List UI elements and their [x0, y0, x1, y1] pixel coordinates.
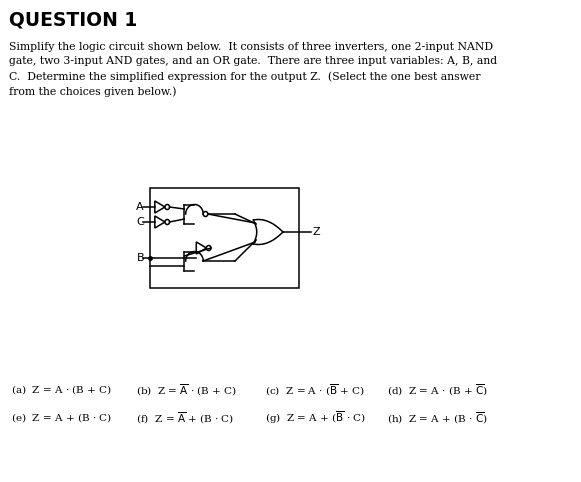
- Text: (a)  Z = A $\cdot$ (B + C): (a) Z = A $\cdot$ (B + C): [11, 384, 112, 397]
- Text: (g)  Z = A + ($\overline{\mathrm{B}}$ $\cdot$ C): (g) Z = A + ($\overline{\mathrm{B}}$ $\c…: [266, 410, 367, 426]
- Text: (b)  Z = $\overline{\mathrm{A}}$ $\cdot$ (B + C): (b) Z = $\overline{\mathrm{A}}$ $\cdot$ …: [137, 382, 238, 398]
- Text: Z: Z: [313, 227, 320, 237]
- Text: B: B: [137, 253, 144, 263]
- Text: (h)  Z = A + (B $\cdot$ $\overline{\mathrm{C}}$): (h) Z = A + (B $\cdot$ $\overline{\mathr…: [387, 410, 488, 426]
- Text: C: C: [137, 217, 144, 227]
- Text: A: A: [137, 202, 144, 212]
- Text: QUESTION 1: QUESTION 1: [9, 10, 138, 29]
- Text: (f)  Z = $\overline{\mathrm{A}}$ + (B $\cdot$ C): (f) Z = $\overline{\mathrm{A}}$ + (B $\c…: [137, 410, 235, 426]
- Text: (c)  Z = A $\cdot$ ($\overline{\mathrm{B}}$ + C): (c) Z = A $\cdot$ ($\overline{\mathrm{B}…: [266, 382, 365, 398]
- Text: (d)  Z = A $\cdot$ (B + $\overline{\mathrm{C}}$): (d) Z = A $\cdot$ (B + $\overline{\mathr…: [387, 382, 488, 398]
- Text: Simplify the logic circuit shown below.  It consists of three inverters, one 2-i: Simplify the logic circuit shown below. …: [9, 42, 497, 97]
- Text: (e)  Z = A + (B $\cdot$ C): (e) Z = A + (B $\cdot$ C): [11, 412, 112, 425]
